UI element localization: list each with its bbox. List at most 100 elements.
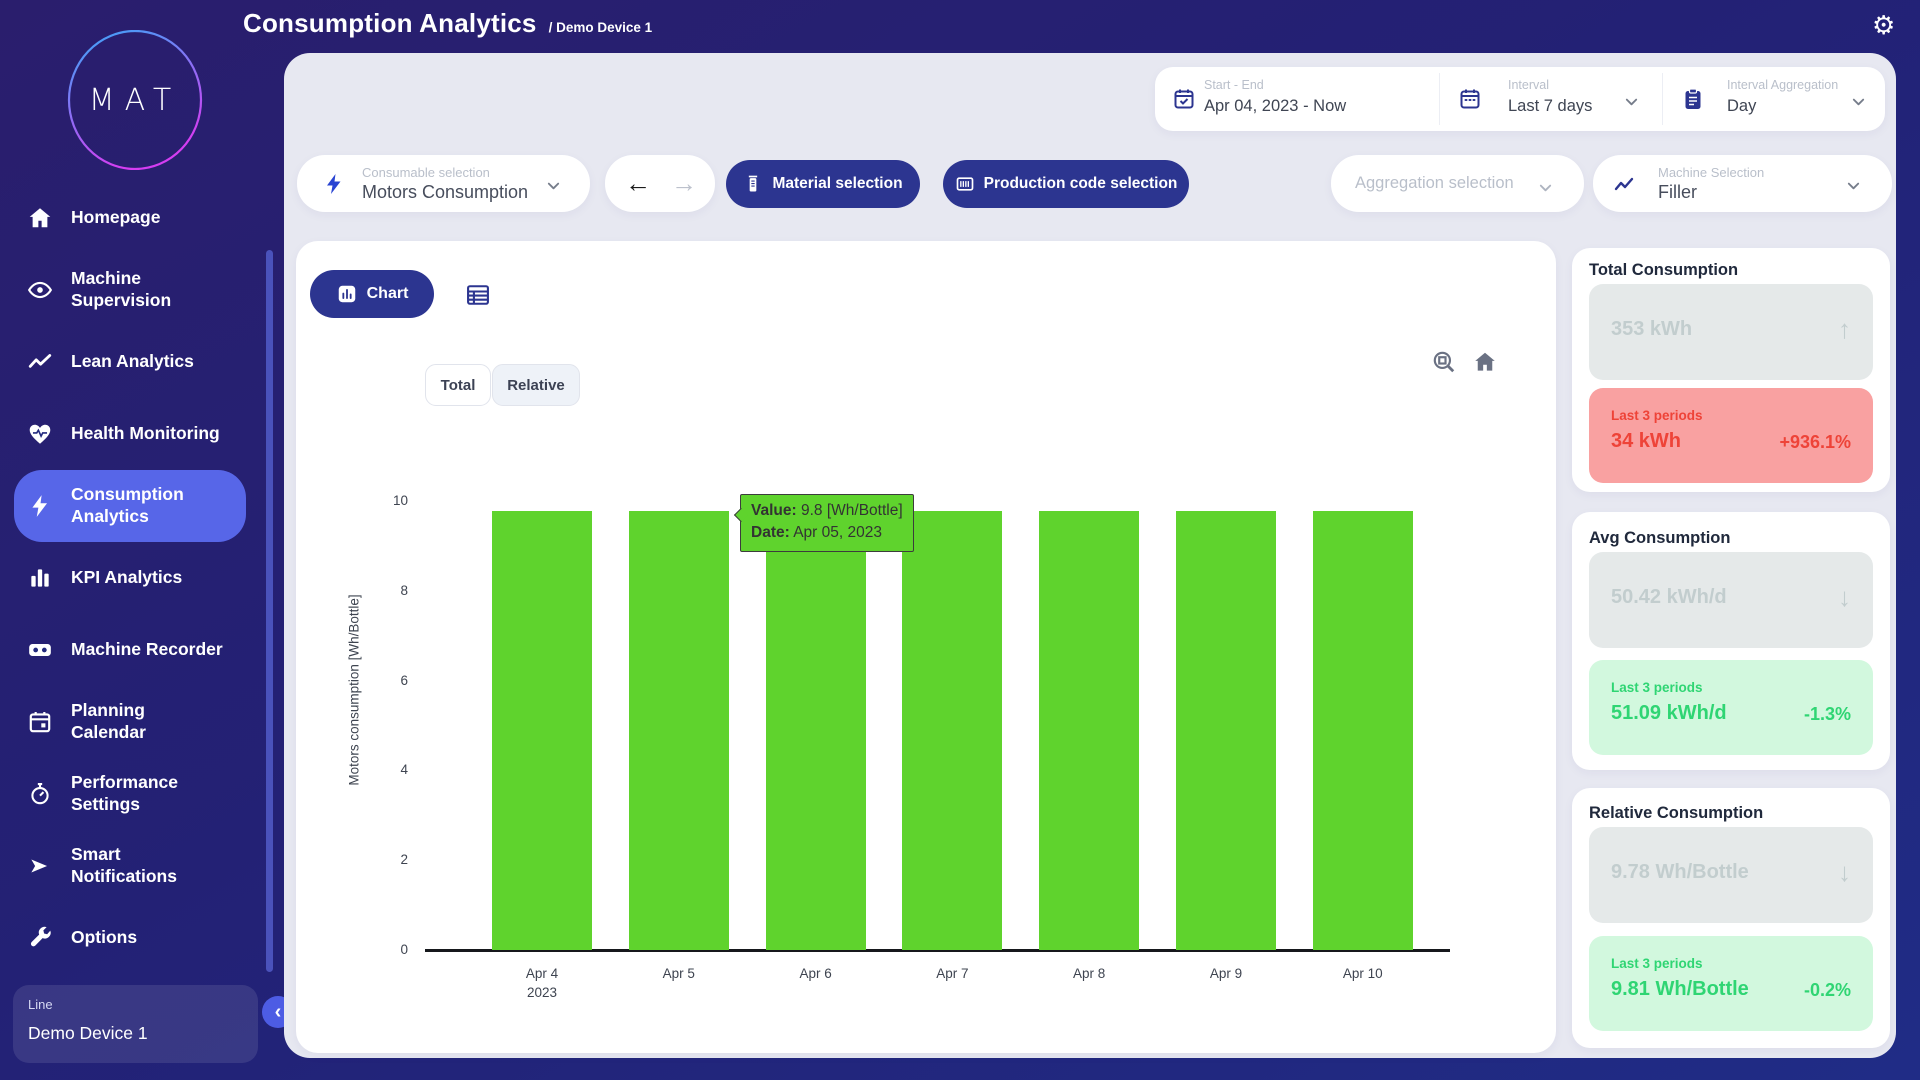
aggregation-selection-dropdown[interactable]: Aggregation selection [1331,155,1584,212]
bolt-icon [27,492,55,520]
divider [1439,73,1440,125]
bar-apr-9[interactable] [1176,510,1276,950]
sidebar-item-consumption-analytics[interactable]: Consumption Analytics [14,470,246,542]
chevron-down-icon [546,178,561,193]
back-arrow-button[interactable]: ← [625,168,651,198]
bar-apr-4-2023[interactable] [492,510,592,950]
machine-selection-label: Machine Selection [1658,165,1765,180]
sidebar-item-label: KPI Analytics [71,567,183,588]
sidebar-item-homepage[interactable]: Homepage [0,182,265,254]
heart-icon [27,420,55,448]
stat-period-box: Last 3 periods 51.09 kWh/d -1.3% [1589,660,1873,755]
device-card-label: Line [28,997,53,1012]
sidebar-item-lean-analytics[interactable]: Lean Analytics [0,326,265,398]
forward-arrow-button[interactable]: → [671,168,697,198]
avg-consumption-card: Avg Consumption 50.42 kWh/d ↓ Last 3 per… [1572,512,1890,770]
consumable-selection-dropdown[interactable]: Consumable selection Motors Consumption [297,155,590,212]
zoom-icon[interactable] [1431,349,1457,375]
y-tick-label: 10 [392,493,408,508]
machine-selection-dropdown[interactable]: Machine Selection Filler [1593,155,1892,212]
table-icon [467,285,489,305]
start-end-picker[interactable]: Start - End Apr 04, 2023 - Now [1155,67,1439,131]
sidebar-item-smart-notifications[interactable]: Smart Notifications [0,830,265,902]
sidebar-item-label: Lean Analytics [71,351,194,372]
home-reset-icon[interactable] [1472,349,1498,375]
stopwatch-icon [27,780,55,808]
gear-icon[interactable]: ⚙ [1872,10,1896,40]
x-axis-line [425,949,1450,952]
table-view-button[interactable] [464,281,492,309]
chart-view-label: Chart [366,285,409,302]
sidebar-item-kpi-analytics[interactable]: KPI Analytics [0,542,265,614]
production-code-selection-label: Production code selection [983,175,1178,192]
sidebar-nav: Homepage Machine Supervision Lean Analytic… [0,182,265,974]
stat-current-value: 50.42 kWh/d [1611,586,1727,608]
stat-period-delta: -1.3% [1803,704,1851,724]
sidebar-item-planning-calendar[interactable]: Planning Calendar [0,686,265,758]
bar-apr-5[interactable] [628,510,729,950]
stat-current-box: 353 kWh ↑ [1589,284,1873,380]
sidebar-item-machine-supervision[interactable]: Machine Supervision [0,254,265,326]
x-tick-label: Apr 8 [1073,966,1106,981]
stat-period-box: Last 3 periods 34 kWh +936.1% [1589,388,1873,483]
sidebar-item-label: Planning Calendar [71,700,146,742]
bar-apr-8[interactable] [1039,510,1140,950]
chevron-down-icon [1624,94,1639,109]
bar-apr-6[interactable] [765,510,866,950]
tab-total[interactable]: Total [425,364,491,406]
stat-period-delta: +936.1% [1779,432,1851,452]
bar-apr-7[interactable] [902,510,1003,950]
x-tick-label: Apr 7 [936,966,969,981]
x-tick-label: Apr 6 [799,966,832,981]
sidebar-item-label: Machine Supervision [71,268,172,310]
sidebar-item-label: Machine Recorder [71,639,223,660]
x-tick-label: Apr 10 [1342,966,1383,981]
y-tick-label: 8 [400,582,408,598]
sidebar-item-options[interactable]: Options [0,902,265,974]
bars-icon [27,564,55,592]
trend-up-icon: ↑ [1838,314,1851,344]
page-title: Consumption Analytics [243,8,537,38]
divider [1662,73,1663,125]
trend-down-icon: ↓ [1838,582,1851,612]
stat-period-label: Last 3 periods [1611,956,1703,971]
sidebar-item-machine-recorder[interactable]: Machine Recorder [0,614,265,686]
stat-period-value: 34 kWh [1611,430,1682,452]
device-card-value: Demo Device 1 [28,1023,148,1043]
send-icon [27,852,55,880]
aggregation-selection-placeholder: Aggregation selection [1355,174,1514,192]
chevron-left-icon: ‹ [274,1000,282,1023]
stat-current-box: 9.78 Wh/Bottle ↓ [1589,827,1873,923]
sidebar-item-health-monitoring[interactable]: Health Monitoring [0,398,265,470]
y-axis-title: Motors consumption [Wh/Bottle] [346,594,362,786]
interval-aggregation-value: Day [1727,97,1757,115]
eye-icon [27,276,55,304]
x-tick-label: Apr 9 [1209,966,1243,981]
x-tick-label: Apr 4 2023 [525,966,559,1000]
mat-logo: MAT [67,29,203,175]
breadcrumb: / Demo Device 1 [548,20,653,35]
interval-select[interactable]: Interval Last 7 days [1439,67,1662,131]
calendar-icon [1458,87,1482,111]
tab-relative[interactable]: Relative [492,364,580,406]
chart-view-button[interactable]: Chart [310,270,434,318]
stat-title: Relative Consumption [1589,804,1764,822]
start-end-value: Apr 04, 2023 - Now [1204,97,1347,115]
stat-period-box: Last 3 periods 9.81 Wh/Bottle -0.2% [1589,936,1873,1031]
bar-apr-10[interactable] [1312,510,1413,950]
stat-period-label: Last 3 periods [1611,680,1703,695]
clipboard-icon [1681,87,1705,111]
machine-selection-value: Filler [1658,182,1697,202]
consumable-selection-value: Motors Consumption [362,182,529,202]
sidebar-scrollbar[interactable] [266,250,273,972]
y-tick-label: 4 [400,762,408,778]
chevron-down-icon [1851,94,1866,109]
material-selection-button[interactable]: Material selection [726,160,920,208]
device-card[interactable]: Line Demo Device 1 [13,985,258,1063]
bolt-icon [322,172,346,196]
chevron-down-icon [1538,180,1553,195]
logo-text: MAT [89,83,181,118]
interval-aggregation-select[interactable]: Interval Aggregation Day [1662,67,1885,131]
production-code-selection-button[interactable]: Production code selection [943,160,1189,208]
sidebar-item-performance-settings[interactable]: Performance Settings [0,758,265,830]
